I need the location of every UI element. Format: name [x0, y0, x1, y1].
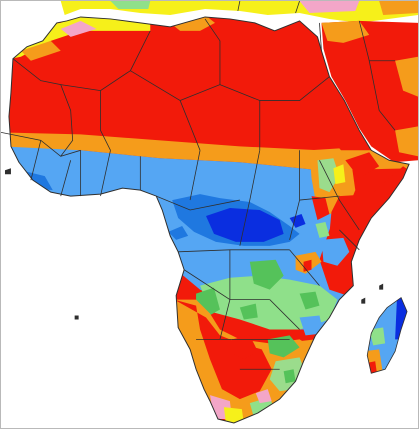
southern-europe-region — [60, 1, 418, 23]
country-borders — [1, 1, 410, 424]
madagascar-region — [367, 297, 408, 374]
arabian-peninsula-region — [321, 20, 418, 163]
